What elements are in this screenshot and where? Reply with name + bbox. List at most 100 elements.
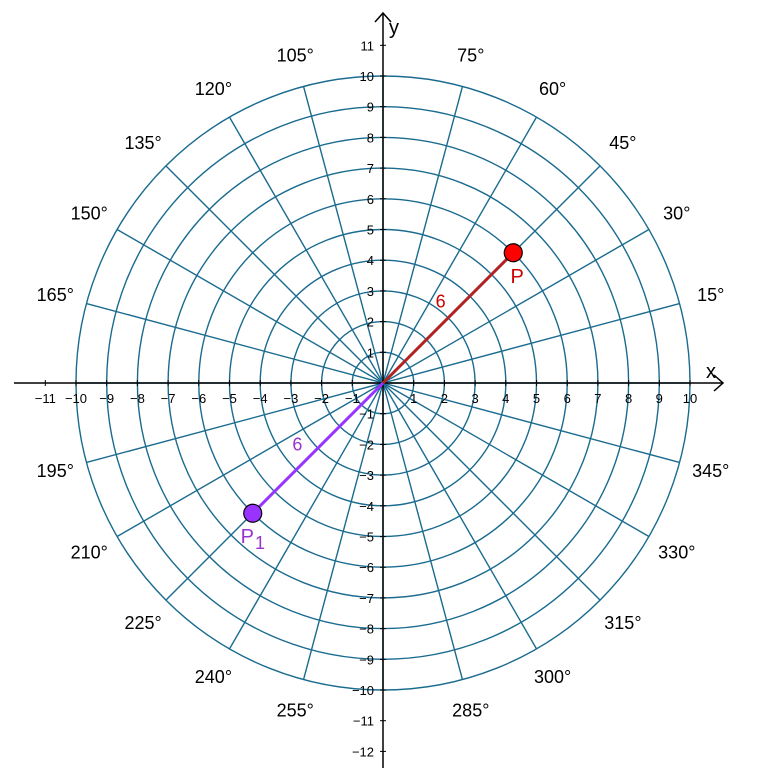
angle-label-15: 15° [697,285,724,305]
x-tick-label: 3 [471,391,478,406]
y-tick-label: 8 [367,130,374,145]
angle-label-255: 255° [277,701,314,721]
y-axis-label: y [389,17,399,39]
angle-ray-120 [228,116,384,384]
angle-label-75: 75° [457,45,484,65]
x-tick-label: −8 [130,391,145,406]
angle-label-165: 165° [37,285,74,305]
angle-ray-285 [382,382,464,680]
x-tick-label: 5 [533,391,540,406]
y-tick-label: 5 [367,223,374,238]
y-tick-labels: 11 10 9 8 7 6 5 4 3 2 1 −1 −2 −3 −4 −5 −6 −7 −8 −9 −10 −11 −12 [352,38,386,759]
point-p-label: P [511,266,524,288]
angle-label-300: 300° [534,667,571,687]
y-tick-label: −8 [359,622,374,637]
angle-label-105: 105° [277,45,314,65]
angle-label-315: 315° [604,613,641,633]
angle-label-45: 45° [609,133,636,153]
angle-ray-330 [382,382,650,538]
angle-ray-165 [86,302,384,384]
y-tick-label: −5 [359,530,374,545]
angle-label-240: 240° [195,667,232,687]
angle-ray-300 [382,382,538,650]
y-tick-label: 10 [360,69,374,84]
angle-label-345: 345° [692,461,729,481]
x-tick-label: −7 [161,391,176,406]
x-axis-label: x [706,361,716,383]
angle-label-285: 285° [452,701,489,721]
angle-ray-240 [228,382,384,650]
point-p1-marker[interactable] [243,503,263,523]
angle-ray-30 [382,228,650,384]
angle-label-30: 30° [663,203,690,223]
y-tick-label: −7 [359,591,374,606]
x-tick-label: −3 [283,391,298,406]
x-tick-label: 1 [410,391,417,406]
points: 6 P 6 P1 [241,243,524,553]
angle-label-120: 120° [195,79,232,99]
angle-ray-345 [382,382,680,464]
point-p1-segment-label: 6 [292,435,302,455]
x-tick-label: −1 [345,391,360,406]
y-tick-label: −4 [359,499,374,514]
x-tick-label: 9 [656,391,663,406]
y-tick-label: −1 [359,407,374,422]
y-tick-label: −6 [359,560,374,575]
angle-label-135: 135° [124,133,161,153]
angle-ray-15 [382,302,680,384]
angle-ray-75 [382,86,464,384]
angle-ray-150 [116,228,384,384]
y-tick-label: −11 [353,714,374,729]
x-tick-label: 8 [625,391,632,406]
y-tick-label: 1 [367,345,374,360]
x-tick-label: −10 [65,391,87,406]
angle-ray-210 [116,382,384,538]
y-tick-label: −9 [359,652,374,667]
angle-label-195: 195° [37,461,74,481]
angle-labels: 15° 30° 45° 60° 75° 105° 120° 135° 150° 165° 195° 2… [37,45,730,720]
angle-label-330: 330° [658,543,695,563]
y-tick-label: −3 [359,468,374,483]
y-tick-label: 7 [367,161,374,176]
x-tick-label: 6 [564,391,571,406]
x-tick-label: 7 [594,391,601,406]
angle-label-210: 210° [71,543,108,563]
y-tick-label: −12 [352,744,374,759]
angle-label-60: 60° [539,79,566,99]
x-tick-label: −6 [191,391,206,406]
x-tick-label: −9 [99,391,114,406]
x-tick-label: −11 [35,391,56,406]
angle-label-225: 225° [124,613,161,633]
x-tick-label: −5 [222,391,237,406]
angle-ray-195 [86,382,384,464]
x-tick-label: 2 [441,391,448,406]
angle-ray-60 [382,116,538,384]
x-tick-label: 4 [502,391,509,406]
x-tick-labels: −11 −10 −9 −8 −7 −6 −5 −4 −3 −2 −1 1 2 3 4 5 6 7 8 9 10 [35,380,697,406]
y-tick-label: −2 [359,437,374,452]
point-p-segment [381,251,515,385]
angle-ray-255 [302,382,384,680]
x-tick-label: −2 [314,391,329,406]
angle-ray-105 [302,86,384,384]
y-tick-label: 11 [361,38,375,53]
x-tick-label: −4 [253,391,268,406]
y-axis-arrow-icon [374,11,392,23]
angle-label-150: 150° [71,203,108,223]
angle-ray-315 [382,382,601,601]
x-tick-label: 10 [683,391,697,406]
point-p-marker[interactable] [503,243,523,263]
y-tick-label: 6 [367,192,374,207]
point-p1-label: P1 [241,526,265,553]
y-tick-label: 3 [367,284,374,299]
y-tick-label: −10 [352,683,374,698]
point-p-segment-label: 6 [436,291,446,311]
point-p1-segment [251,381,385,515]
y-tick-label: 9 [367,100,374,115]
y-tick-label: 4 [367,253,374,268]
x-axis-arrow-icon [713,374,725,392]
angle-ray-135 [165,165,384,384]
y-tick-label: 2 [367,315,374,330]
